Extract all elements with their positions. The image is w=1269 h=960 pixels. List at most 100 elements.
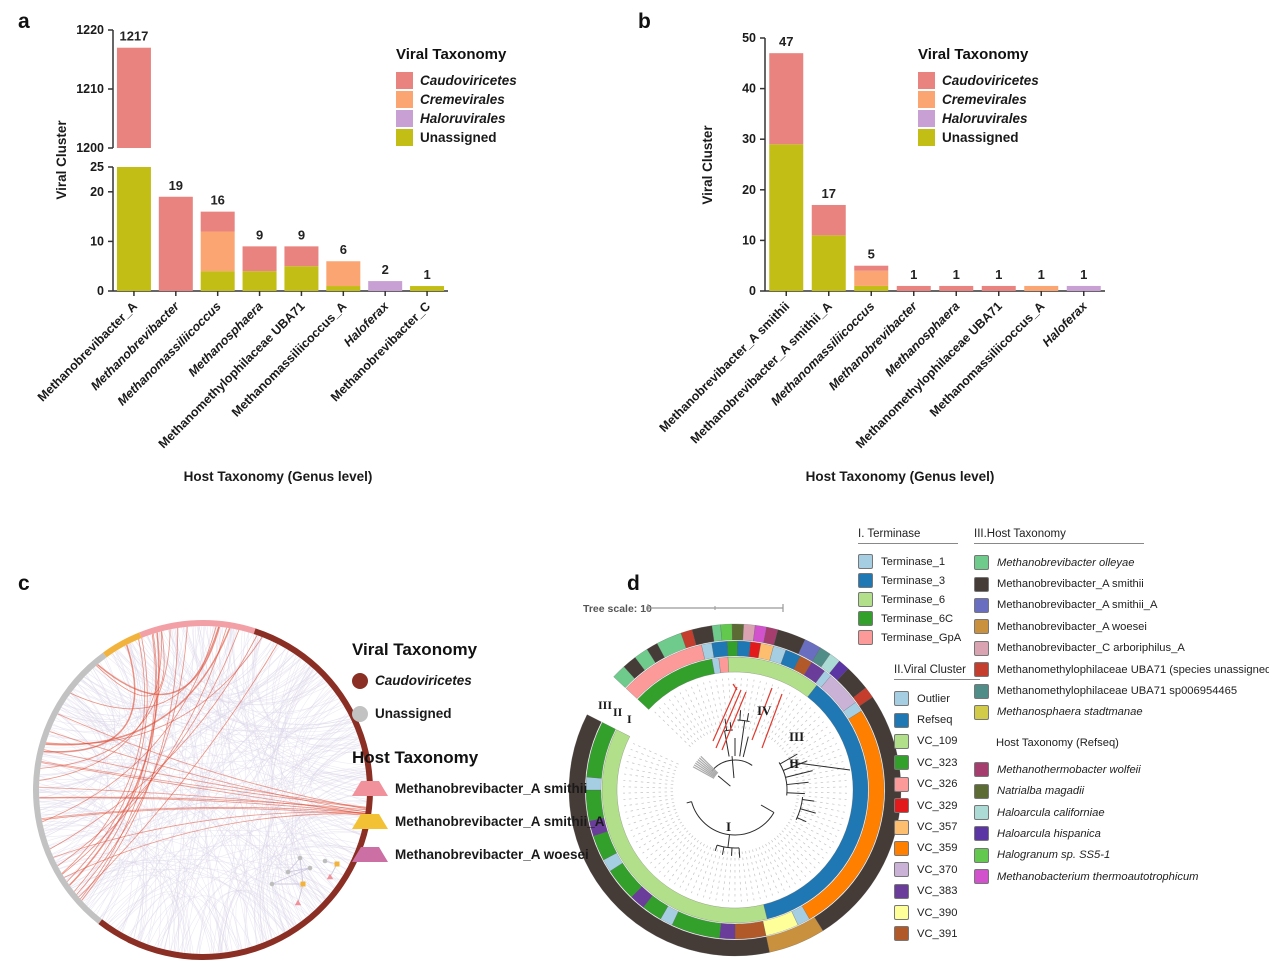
leaf-tick <box>771 699 802 741</box>
network-edge <box>39 717 99 799</box>
network-edge <box>45 713 102 838</box>
legend-item: Cremevirales <box>396 91 517 108</box>
leaf-tick <box>659 707 694 745</box>
network-edge <box>257 719 352 944</box>
network-edge <box>71 844 352 889</box>
tree-branch <box>697 759 717 776</box>
legend-swatch-icon <box>858 554 873 569</box>
network-edge <box>292 695 338 889</box>
network-edge <box>290 775 367 913</box>
bar-segment <box>854 285 889 291</box>
legend-header: III.Host Taxonomy <box>974 528 1144 544</box>
network-edge <box>308 721 368 791</box>
bar-value-label: 2 <box>382 262 389 277</box>
network-edge <box>266 642 354 856</box>
network-edge <box>80 633 158 900</box>
legend-viral-cluster: II.Viral Cluster Outlier Refseq VC_109 VC_32… <box>894 664 980 945</box>
leaf-tick <box>674 695 702 739</box>
tree-branch <box>785 770 813 778</box>
legend-item: Outlier <box>894 688 980 709</box>
legend-host-taxonomy: III.Host Taxonomy Methanobrevibacter olle… <box>974 528 1269 887</box>
legend-item: Haloarcula californiae <box>974 802 1269 823</box>
legend-item-label: Methanobrevibacter_A woesei <box>395 847 589 862</box>
network-edge <box>145 636 301 695</box>
leaf-tick <box>748 850 761 900</box>
network-edge <box>39 767 366 806</box>
leaf-tick <box>768 841 796 885</box>
legend-triangle-icon <box>352 814 388 829</box>
legend-item: Haloarcula hispanica <box>974 823 1269 844</box>
satellite-edge <box>299 857 304 885</box>
network-edge <box>130 629 175 938</box>
bar-value-label: 17 <box>822 186 836 201</box>
satellite-node-pink <box>294 899 302 906</box>
network-edge <box>221 627 367 802</box>
legend-item-label: Halogranum sp. SS5-1 <box>997 849 1111 862</box>
legend-item-label: Methanobrevibacter_C arboriphilus_A <box>997 642 1185 655</box>
tree-branch-red <box>751 687 773 741</box>
leaf-tick <box>623 791 674 794</box>
legend-swatch-icon <box>858 611 873 626</box>
legend-header: I. Terminase <box>858 528 958 544</box>
leaf-tick <box>768 695 796 739</box>
network-edge <box>39 668 116 777</box>
network-edge <box>45 627 231 746</box>
leaf-tick <box>703 682 718 731</box>
network-edge <box>230 628 359 741</box>
legend-item-label: Methanobrevibacter_A smithii <box>395 781 588 796</box>
network-edge <box>57 714 361 835</box>
leaf-tick <box>709 850 722 900</box>
tree-ring-segment <box>731 623 744 641</box>
bar-segment <box>200 271 235 291</box>
leaf-tick <box>793 808 842 825</box>
tree-branch <box>800 808 816 814</box>
satellite-node-gray <box>285 869 291 875</box>
network-edge <box>158 632 185 953</box>
network-edge <box>285 658 366 811</box>
network-edge <box>167 629 330 706</box>
bar-value-label: 1 <box>995 267 1002 282</box>
legend-viral-taxonomy-a: Viral Taxonomy Caudoviricetes Cremevirales… <box>396 46 517 148</box>
network-edge <box>44 632 158 749</box>
tree-branch-red <box>732 683 738 691</box>
network-edge <box>218 626 286 932</box>
network-edge <box>266 691 335 936</box>
legend-viral-taxonomy-b: Viral Taxonomy Caudoviricetes Cremevirales… <box>918 46 1039 148</box>
network-edge <box>39 797 367 802</box>
legend-swatch-icon <box>974 826 989 842</box>
legend-swatch-icon <box>974 640 989 656</box>
tree-branch <box>760 804 775 813</box>
network-edge <box>147 626 195 945</box>
network-edge <box>48 714 350 748</box>
network-edge <box>218 718 351 954</box>
network-edge <box>68 632 160 886</box>
bar-segment <box>116 47 151 149</box>
legend-item-label: Haloarcula californiae <box>997 806 1105 819</box>
network-edge <box>40 629 171 769</box>
tree-ring-segment <box>601 729 768 924</box>
tree-branch <box>783 760 808 771</box>
network-edge <box>281 668 327 899</box>
leaf-tick <box>642 824 685 854</box>
bar-segment <box>158 196 193 291</box>
network-edge <box>158 689 333 949</box>
legend-item: Unassigned <box>352 705 605 722</box>
y-tick-label: 1220 <box>76 23 104 37</box>
tree-branch <box>686 801 692 804</box>
network-edge <box>280 780 367 927</box>
network-edge <box>107 656 302 702</box>
legend-terminase: I. Terminase Terminase_1 Terminase_3 Termin… <box>858 528 961 647</box>
legend-swatch-icon <box>918 129 935 146</box>
legend-item-label: Methanobrevibacter_A smithii_A <box>997 599 1158 612</box>
legend-swatch-icon <box>974 619 989 635</box>
legend-item: VC_359 <box>894 838 980 859</box>
tree-branch <box>694 762 716 778</box>
legend-item-label: Methanothermobacter wolfeii <box>997 763 1141 776</box>
bar-value-label: 1 <box>910 267 917 282</box>
network-edge <box>57 665 311 727</box>
network-edge <box>41 820 215 954</box>
network-edge <box>135 770 367 940</box>
tree-branch <box>717 775 731 787</box>
leaf-tick <box>755 848 773 896</box>
leaf-tick <box>628 808 677 825</box>
